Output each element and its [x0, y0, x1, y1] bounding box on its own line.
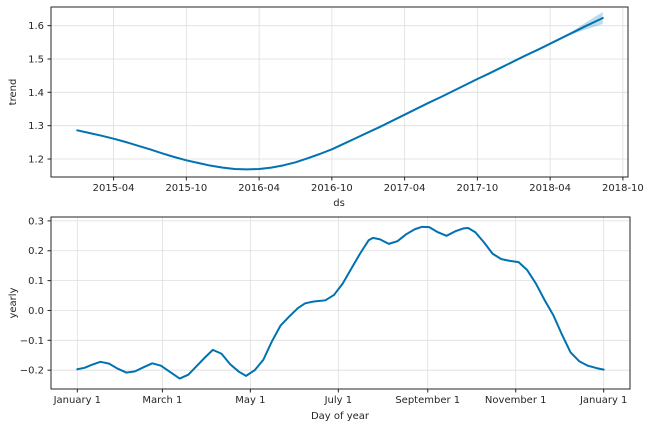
charts-layer: 2015-04 2015-10 2016-04 2016-10 2017-04 2017-…: [20, 6, 644, 406]
y-tick-label: 0.1: [28, 276, 44, 287]
trend-ticks: 2015-04 2015-10 2016-04 2016-10 2017-04 2017-…: [28, 21, 644, 194]
yearly-line: [76, 225, 605, 380]
x-tick-label: November 1: [485, 395, 547, 406]
trend-subplot: 2015-04 2015-10 2016-04 2016-10 2017-04 2017-…: [28, 6, 644, 194]
x-tick-label: 2017-04: [384, 183, 426, 194]
trend-uncertainty-band: [562, 12, 603, 38]
trend-grid: [51, 7, 628, 177]
yearly-ticks: January 1 March 1 May 1 July 1 September 1 No…: [20, 216, 628, 406]
trend-y-axis-label: trend: [8, 79, 19, 106]
y-tick-label: 0.3: [28, 216, 44, 227]
y-tick-label: 0.2: [28, 246, 44, 257]
trend-x-axis-label: ds: [333, 198, 345, 209]
y-tick-label: 1.3: [28, 121, 44, 132]
y-tick-label: 1.6: [28, 21, 44, 32]
x-tick-label: 2015-04: [93, 183, 135, 194]
x-tick-label: May 1: [235, 395, 265, 406]
yearly-grid: [51, 217, 630, 389]
x-tick-label: 2018-10: [602, 183, 644, 194]
x-tick-label: 2015-10: [165, 183, 207, 194]
y-tick-label: −0.1: [20, 336, 44, 347]
trend-line: [76, 17, 604, 171]
x-tick-label: January 1: [579, 395, 627, 406]
x-tick-label: March 1: [142, 395, 182, 406]
x-tick-label: July 1: [324, 395, 353, 406]
x-tick-label: 2018-04: [529, 183, 571, 194]
y-tick-label: 1.2: [28, 155, 44, 166]
x-tick-label: 2017-10: [456, 183, 498, 194]
x-tick-label: January 1: [53, 395, 101, 406]
yearly-axes-frame: [50, 216, 631, 390]
y-tick-label: 1.5: [28, 55, 44, 66]
yearly-y-axis-label: yearly: [8, 287, 19, 318]
x-tick-label: 2016-10: [311, 183, 353, 194]
x-tick-label: 2016-04: [238, 183, 280, 194]
y-tick-label: −0.2: [20, 366, 44, 377]
y-tick-label: 0.0: [28, 306, 44, 317]
yearly-x-axis-label: Day of year: [311, 411, 370, 422]
y-tick-label: 1.4: [28, 88, 44, 99]
yearly-subplot: January 1 March 1 May 1 July 1 September 1 No…: [20, 216, 631, 406]
x-tick-label: September 1: [395, 395, 460, 406]
